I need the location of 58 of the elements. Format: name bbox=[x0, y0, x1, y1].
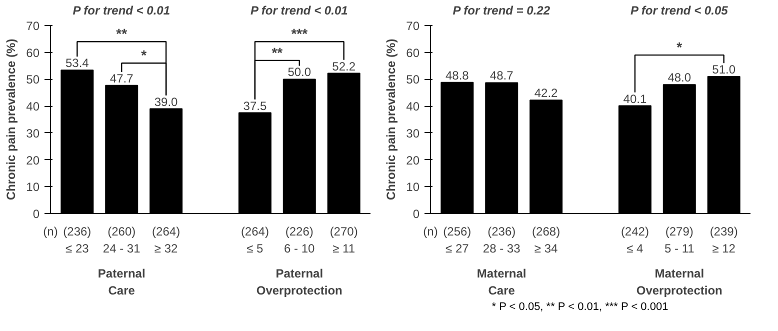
data-label: 47.7 bbox=[110, 71, 134, 86]
y-tick-label: 50 bbox=[26, 72, 40, 87]
text: P for trend = 0.22 bbox=[452, 4, 550, 18]
annotation: ** bbox=[272, 44, 284, 60]
x-tick-label: (268) ≥ 34 bbox=[532, 224, 560, 256]
data-label: 42.2 bbox=[534, 86, 558, 100]
text: (n) bbox=[423, 224, 438, 238]
text: P for trend < 0.05 bbox=[630, 4, 728, 18]
x-tick-label: (270) ≥ 11 bbox=[330, 224, 358, 256]
x-tick-label: (264) ≥ 32 bbox=[152, 224, 180, 256]
annotation: ** bbox=[116, 26, 128, 42]
text: P for trend < 0.01 bbox=[250, 4, 348, 18]
data-label: 40.1 bbox=[623, 92, 647, 106]
y-tick-label: 60 bbox=[406, 46, 420, 60]
annotation: * bbox=[676, 39, 683, 56]
y-tick-label: 30 bbox=[406, 126, 420, 140]
x-tick-label: (279) 5 - 11 bbox=[664, 224, 695, 256]
data-label: 39.0 bbox=[154, 94, 178, 109]
text: Paternal Care bbox=[98, 266, 146, 298]
x-tick-label: (242) ≤ 4 bbox=[620, 224, 649, 256]
x-tick-label: (226) 6 - 10 bbox=[284, 224, 316, 256]
x-tick-label: (264) ≤ 5 bbox=[240, 224, 269, 256]
text: * P < 0.05, ** P < 0.01, *** P < 0.001 bbox=[492, 300, 668, 315]
data-label: 37.5 bbox=[243, 98, 267, 113]
x-tick-label: (236) ≤ 23 bbox=[63, 224, 92, 256]
text: Maternal Care bbox=[476, 266, 526, 298]
text: P for trend < 0.01 bbox=[72, 4, 170, 18]
y-tick-label: 70 bbox=[26, 19, 40, 33]
y-tick-label: 0 bbox=[412, 207, 420, 221]
y-tick-label: 10 bbox=[26, 180, 40, 194]
data-label: 52.2 bbox=[332, 59, 356, 74]
text: (n) bbox=[43, 224, 58, 238]
y-tick-label: 0 bbox=[32, 207, 40, 221]
y-tick-label: 40 bbox=[26, 100, 40, 114]
x-tick-label: (236) 28 - 33 bbox=[482, 224, 521, 256]
data-label: 53.4 bbox=[65, 56, 90, 70]
data-label: 48.7 bbox=[490, 68, 514, 83]
y-tick-label: 10 bbox=[406, 180, 420, 194]
data-label: 48.8 bbox=[445, 68, 470, 82]
y-tick-label: 40 bbox=[406, 100, 420, 114]
y-tick-label: 50 bbox=[406, 72, 420, 87]
y-tick-label: 70 bbox=[406, 19, 420, 33]
x-tick-label: (239) ≥ 12 bbox=[710, 224, 738, 256]
y-tick-label: 30 bbox=[26, 126, 40, 140]
text: Paternal Overprotection bbox=[256, 266, 342, 298]
y-tick-label: 20 bbox=[406, 153, 420, 168]
x-tick-label: (260) 24 - 31 bbox=[102, 224, 141, 256]
data-label: 50.0 bbox=[288, 65, 312, 80]
data-label: 51.0 bbox=[712, 62, 736, 77]
text: Maternal Overprotection bbox=[636, 266, 722, 298]
y-tick-label: 60 bbox=[26, 46, 40, 60]
y-axis-title: Chronic pain prevalence (%) bbox=[384, 38, 398, 200]
x-tick-label: (256) ≤ 27 bbox=[443, 224, 472, 256]
annotation: * bbox=[141, 47, 148, 64]
annotation: *** bbox=[291, 26, 308, 42]
data-label: 48.0 bbox=[668, 70, 692, 85]
y-axis-title: Chronic pain prevalence (%) bbox=[4, 38, 18, 200]
y-tick-label: 20 bbox=[26, 153, 40, 168]
